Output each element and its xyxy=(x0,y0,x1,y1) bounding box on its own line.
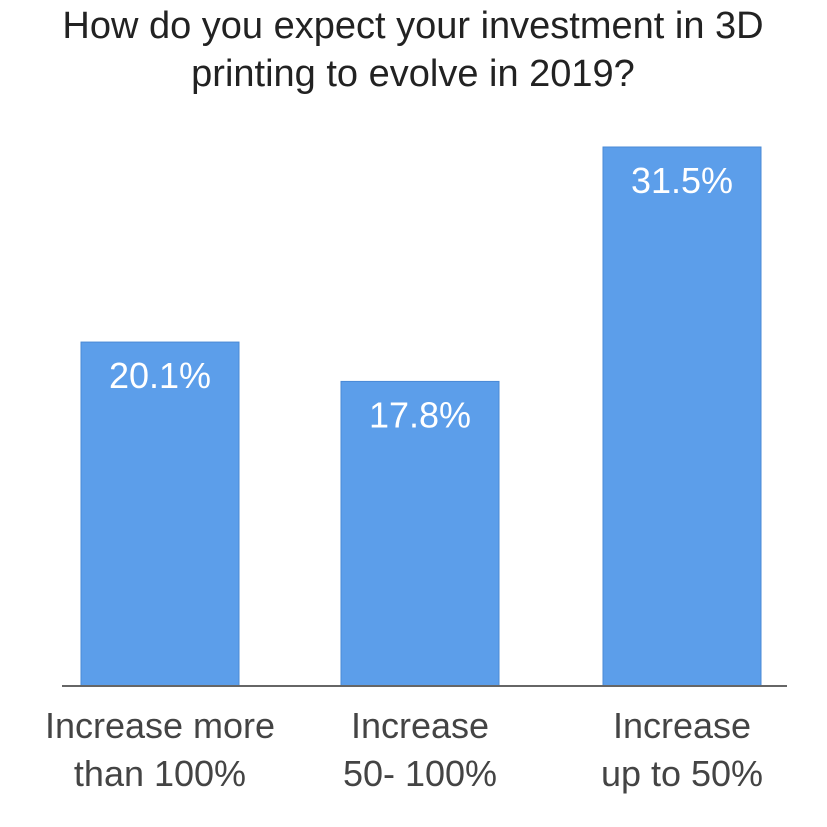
x-tick-label: Increase up to 50% xyxy=(600,705,764,794)
x-tick-label: Increase more than 100% xyxy=(44,705,276,794)
bar xyxy=(80,341,240,687)
value-label: 20.1% xyxy=(109,355,211,396)
x-tick-label: Increase 50- 100% xyxy=(342,705,498,794)
bar xyxy=(602,146,762,687)
chart-title: How do you expect your investment in 3D … xyxy=(62,5,764,95)
bar xyxy=(340,380,500,687)
value-label: 17.8% xyxy=(369,394,471,435)
value-label: 31.5% xyxy=(631,160,733,201)
